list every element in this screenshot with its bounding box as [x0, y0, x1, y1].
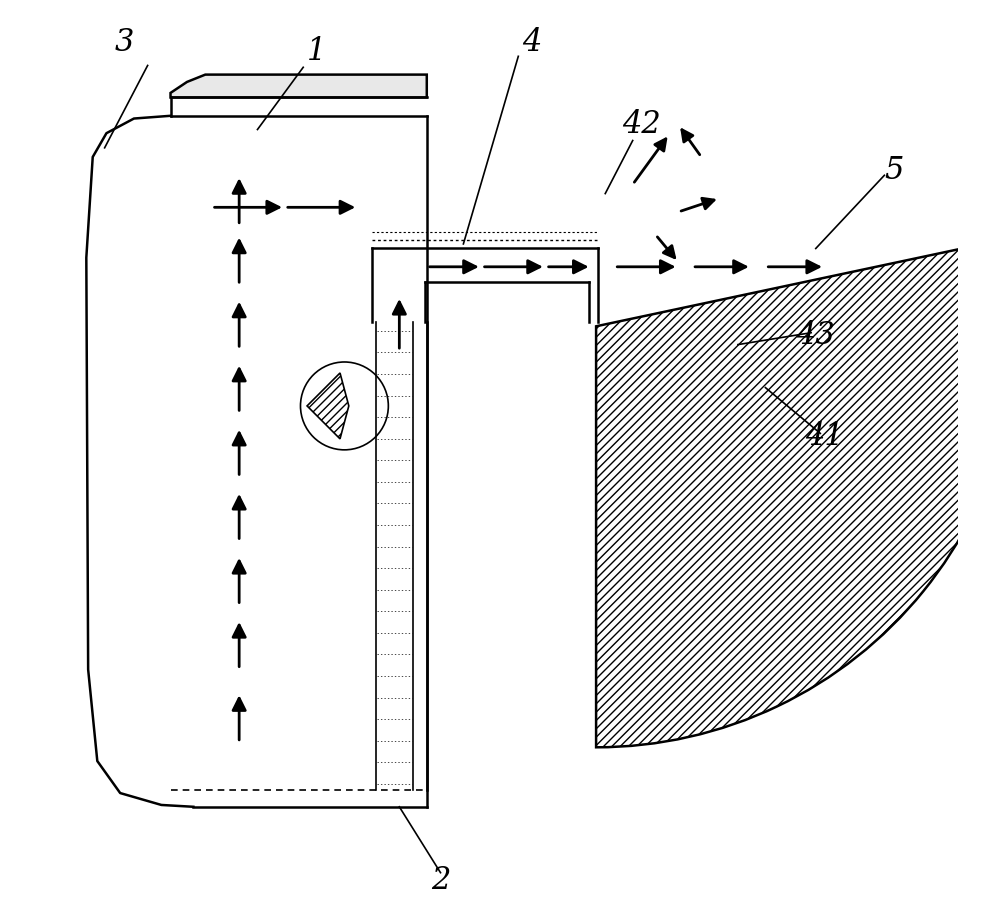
- Polygon shape: [307, 373, 349, 439]
- Text: 43: 43: [796, 320, 835, 351]
- Polygon shape: [171, 74, 427, 97]
- Text: 3: 3: [115, 27, 134, 58]
- Text: 5: 5: [884, 155, 903, 186]
- Text: 4: 4: [522, 27, 542, 58]
- Wedge shape: [596, 239, 1000, 747]
- Text: 1: 1: [307, 36, 327, 67]
- Text: 2: 2: [431, 865, 450, 895]
- Text: 42: 42: [622, 109, 661, 140]
- Text: 41: 41: [806, 420, 844, 452]
